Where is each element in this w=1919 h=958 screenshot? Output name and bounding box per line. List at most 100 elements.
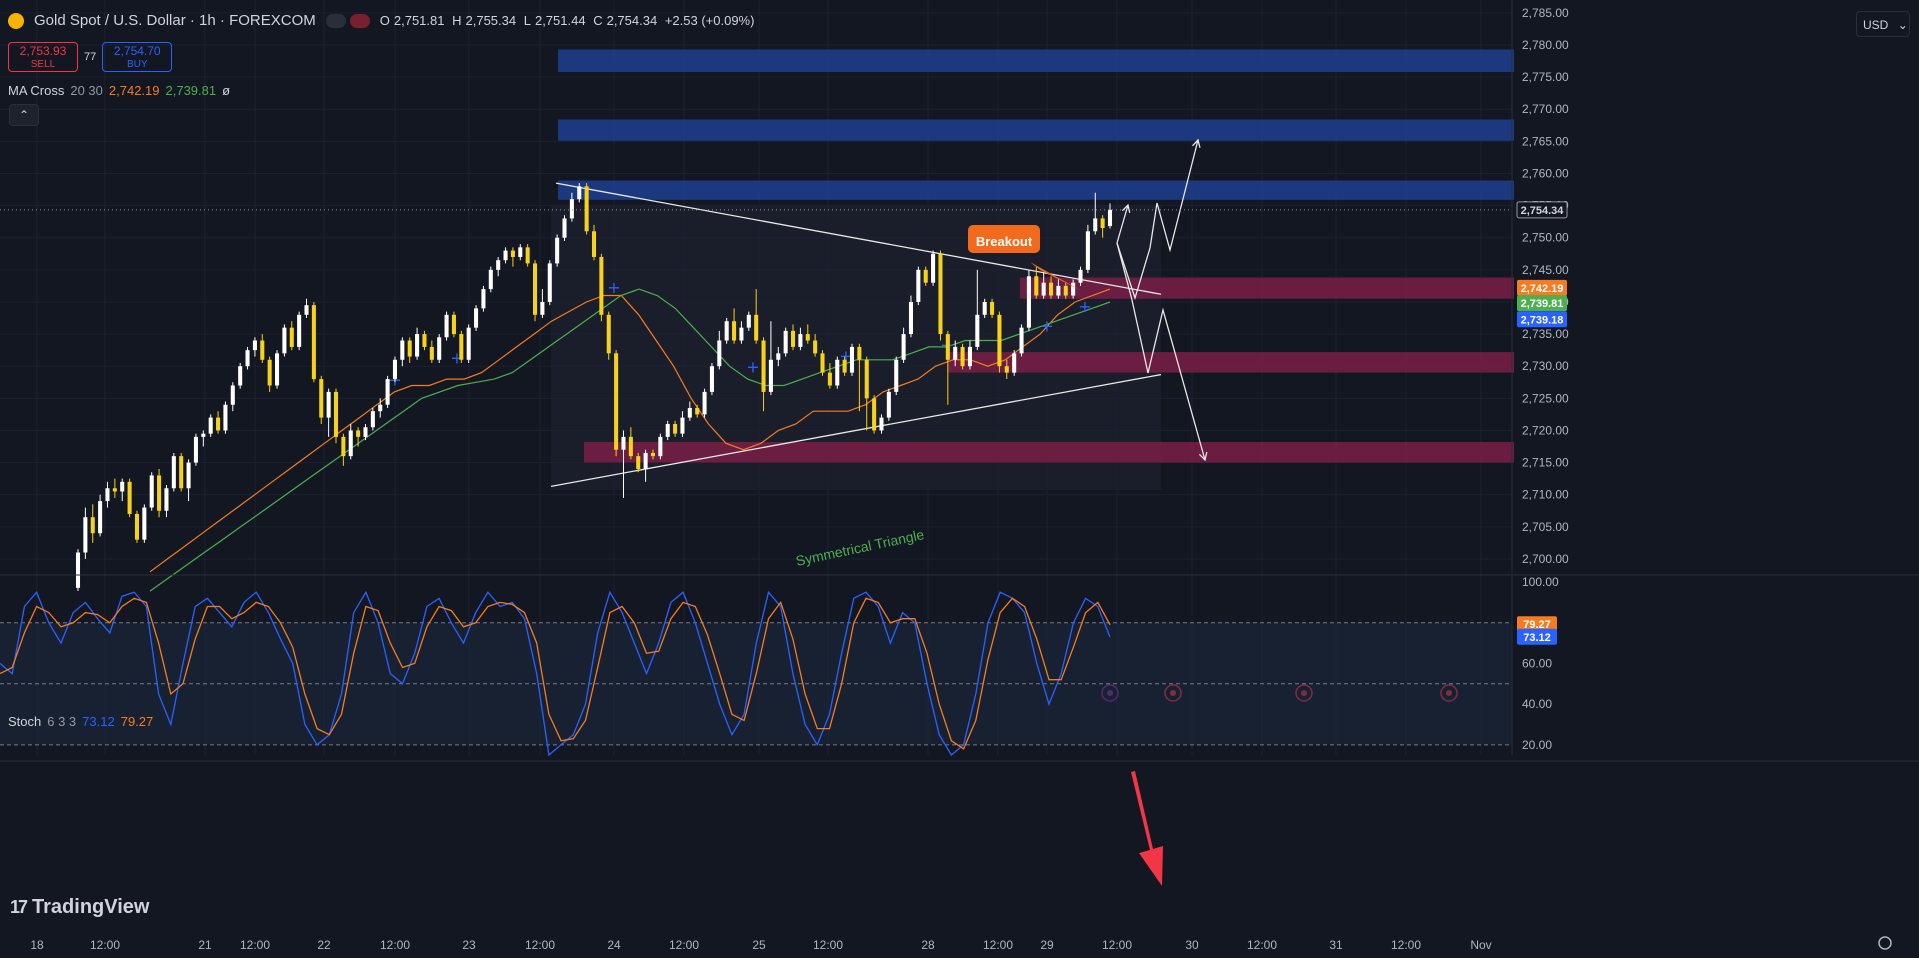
candle-body xyxy=(260,340,265,360)
candle-body xyxy=(960,346,965,367)
low-label: L xyxy=(523,13,531,28)
price-tick-label: 2,715.00 xyxy=(1522,456,1569,470)
candle-body xyxy=(569,199,574,219)
currency-selector[interactable]: USD ⌄ xyxy=(1856,11,1910,37)
spread-value: 77 xyxy=(84,51,97,63)
candle-body xyxy=(1012,353,1017,373)
candle-body xyxy=(967,346,972,367)
candle-body xyxy=(488,269,493,290)
forecast-path xyxy=(1116,242,1206,461)
cross-marker: + xyxy=(1078,297,1091,316)
sell-price: 2,753.93 xyxy=(19,44,67,58)
time-tick-label: 31 xyxy=(1329,938,1343,952)
candle-body xyxy=(230,385,235,405)
candle-body xyxy=(437,337,442,360)
candle-body xyxy=(591,231,597,257)
forecast-path xyxy=(1116,204,1129,244)
candle-body xyxy=(938,253,943,335)
ma-name: MA Cross xyxy=(8,83,65,98)
candle-body xyxy=(415,334,420,357)
ma-fast-line xyxy=(149,288,1111,573)
candle-body xyxy=(990,301,995,315)
forecast-arrowhead xyxy=(1121,203,1131,213)
candle-body xyxy=(923,269,928,283)
candle-body xyxy=(864,359,869,399)
candle-body xyxy=(378,404,383,412)
stoch-tick-label: 20.00 xyxy=(1522,738,1552,752)
candle-body xyxy=(687,407,692,418)
candle-body xyxy=(908,301,913,335)
candle-body xyxy=(533,263,538,315)
candle-body xyxy=(813,340,818,354)
candle-body xyxy=(149,475,154,508)
triangle-lower-line xyxy=(550,373,1162,487)
support-zone xyxy=(584,442,1514,463)
open-label: O xyxy=(379,13,390,28)
buy-button[interactable]: 2,754.70 BUY xyxy=(102,42,173,72)
candle-body xyxy=(83,517,88,553)
candle-body xyxy=(297,314,302,347)
candle-body xyxy=(341,436,346,457)
candle-body xyxy=(112,488,117,492)
candle-body xyxy=(451,314,456,335)
candlesticks xyxy=(75,183,1113,592)
price-tick-label: 2,720.00 xyxy=(1522,423,1569,437)
symbol-title[interactable]: Gold Spot / U.S. Dollar · 1h · FOREXCOM xyxy=(34,12,316,29)
moving-average-lines: ++++++++ xyxy=(149,278,1111,592)
candle-body xyxy=(98,501,103,534)
time-tick-label: Nov xyxy=(1470,938,1491,952)
stoch-legend[interactable]: Stoch 6 3 3 73.12 79.27 xyxy=(8,714,153,729)
candle-body xyxy=(400,340,405,360)
candle-body xyxy=(724,321,729,341)
chevron-up-icon[interactable]: ⌃ xyxy=(9,104,39,126)
stoch-tag-label: 79.27 xyxy=(1523,619,1551,631)
candle-body xyxy=(282,327,287,354)
price-tick-label: 2,770.00 xyxy=(1522,102,1569,116)
stoch-tag-label: 73.12 xyxy=(1523,632,1551,644)
support-zone xyxy=(948,352,1514,373)
candle-body xyxy=(599,256,604,315)
candle-body xyxy=(621,436,626,450)
data-delay-icon xyxy=(349,13,370,28)
candle-body xyxy=(510,250,515,257)
candle-body xyxy=(717,340,722,367)
candle-body xyxy=(466,327,471,360)
time-tick-label: 12:00 xyxy=(525,938,555,952)
buy-label: BUY xyxy=(126,59,148,70)
candle-body xyxy=(216,417,221,431)
candle-body xyxy=(555,237,560,264)
price-tick-label: 2,780.00 xyxy=(1522,38,1569,52)
candle-body xyxy=(385,379,390,405)
candle-body xyxy=(105,488,110,502)
candle-body xyxy=(746,314,751,328)
ma-params: 20 30 xyxy=(70,83,103,98)
open-value: 2,751.81 xyxy=(393,13,445,28)
price-tick-label: 2,785.00 xyxy=(1522,6,1569,20)
candle-body xyxy=(245,350,250,367)
ma-cross-legend[interactable]: MA Cross 20 30 2,742.19 2,739.81 ø xyxy=(8,83,230,98)
candle-body xyxy=(238,366,243,386)
price-tick-label: 2,725.00 xyxy=(1522,391,1569,405)
stoch-k-line xyxy=(0,590,1111,757)
candle-body xyxy=(879,417,884,431)
market-open-icon xyxy=(325,13,346,28)
candle-body xyxy=(997,314,1002,367)
candle-body xyxy=(1107,209,1113,227)
candle-body xyxy=(1085,231,1090,270)
candle-body xyxy=(289,327,294,347)
stoch-d-line xyxy=(0,597,1111,750)
sell-button[interactable]: 2,753.93 SELL xyxy=(8,42,78,72)
candle-body xyxy=(1026,276,1031,328)
breakout-label-box xyxy=(968,225,1040,253)
change-value: +2.53 (+0.09%) xyxy=(664,13,755,28)
trade-buttons: 2,753.93 SELL 77 2,754.70 BUY xyxy=(8,42,173,72)
stoch-tag-box xyxy=(1517,628,1557,645)
price-tick-label: 2,750.00 xyxy=(1522,231,1569,245)
candle-body xyxy=(606,314,611,354)
chevron-down-icon: ⌄ xyxy=(1897,18,1908,32)
time-axis[interactable]: 18 12:00 21 12:00 22 12:00 23 12:00 24 12:00 25 12:… xyxy=(0,760,1919,952)
candle-body xyxy=(319,379,324,418)
candle-body xyxy=(223,404,228,431)
